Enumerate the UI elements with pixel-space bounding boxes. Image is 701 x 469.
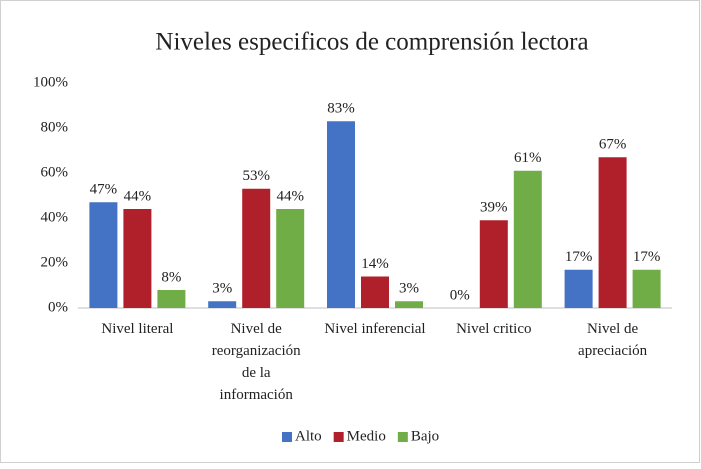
bar <box>395 301 423 308</box>
y-tick-label: 60% <box>41 164 69 180</box>
data-label: 53% <box>242 168 270 184</box>
x-tick-label: Nivel critico <box>456 321 531 337</box>
bar <box>513 170 542 308</box>
y-tick-label: 80% <box>41 119 69 135</box>
y-tick-label: 100% <box>33 74 68 90</box>
data-label: 39% <box>480 200 508 216</box>
y-tick-label: 20% <box>41 254 69 270</box>
bar <box>564 269 593 308</box>
legend-swatch <box>397 432 408 442</box>
data-label: 44% <box>276 188 304 204</box>
legend-swatch <box>333 432 344 442</box>
bar <box>327 121 355 308</box>
data-label: 3% <box>399 281 419 297</box>
data-label: 47% <box>90 182 118 198</box>
bar <box>598 157 627 308</box>
y-tick-label: 0% <box>48 299 68 315</box>
bar <box>361 276 389 308</box>
data-label: 14% <box>361 256 389 272</box>
bar <box>276 209 305 308</box>
x-tick-label: Nivel de apreciación <box>578 321 648 359</box>
bar <box>89 202 118 308</box>
data-label: 44% <box>124 188 152 204</box>
bar <box>157 290 186 308</box>
bar <box>123 209 152 308</box>
y-tick-label: 40% <box>41 209 69 225</box>
legend-label: Bajo <box>411 428 439 444</box>
x-tick-label: Nivel inferencial <box>324 321 425 337</box>
data-label: 67% <box>599 137 627 153</box>
data-label: 83% <box>327 101 355 117</box>
x-tick-label: Nivel literal <box>101 321 173 337</box>
bar <box>208 301 237 308</box>
legend-label: Alto <box>295 428 322 444</box>
bar <box>479 220 508 308</box>
data-label: 17% <box>565 249 593 265</box>
data-label: 17% <box>633 249 661 265</box>
legend-swatch <box>282 432 292 442</box>
bar <box>632 269 661 308</box>
bar <box>242 188 271 308</box>
data-label: 0% <box>450 287 470 303</box>
data-label: 61% <box>514 150 542 166</box>
chart-title: Niveles especificos de comprensión lecto… <box>155 29 588 56</box>
data-label: 3% <box>212 281 232 297</box>
legend-label: Medio <box>347 428 386 444</box>
x-tick-label: Nivel de reorganización de la información <box>212 321 301 403</box>
data-label: 8% <box>161 269 181 285</box>
